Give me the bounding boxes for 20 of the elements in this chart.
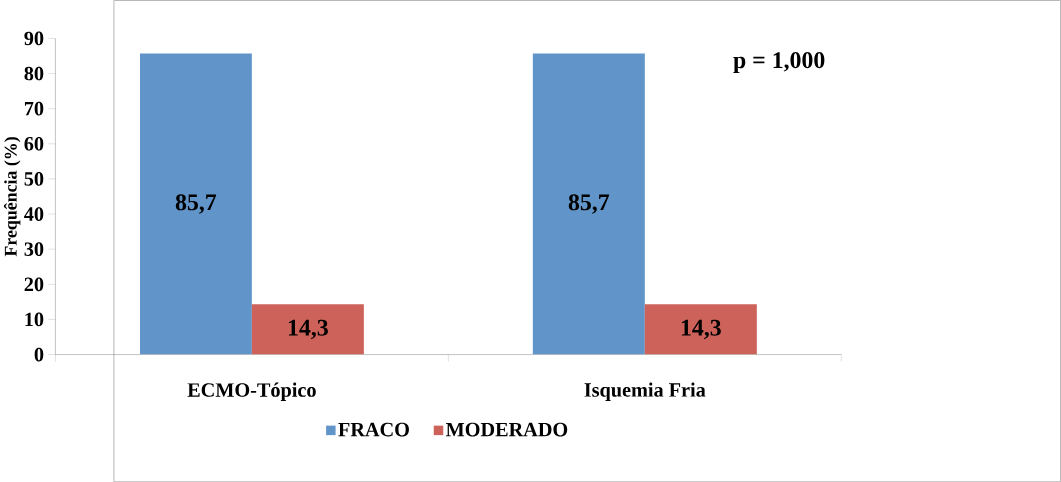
y-tick-label: 0 xyxy=(34,347,44,362)
y-tick-label: 80 xyxy=(24,66,44,81)
x-tick-label: Isquemia Fria xyxy=(584,382,706,401)
y-tick-label: 20 xyxy=(24,277,44,292)
data-label: 85,7 xyxy=(568,194,610,214)
y-tick-label: 70 xyxy=(24,101,44,116)
y-tick-label: 90 xyxy=(24,31,44,46)
y-tick-label: 30 xyxy=(24,242,44,256)
data-label: 14,3 xyxy=(288,319,328,340)
x-tick-label: ECMO-Tópico xyxy=(187,382,316,401)
data-label: 14,3 xyxy=(681,319,721,340)
legend-label: MODERADO xyxy=(445,422,568,437)
y-tick-label: 60 xyxy=(24,136,44,151)
y-axis-title: Frequência (%) xyxy=(3,137,21,257)
legend-label: FRACO xyxy=(338,422,409,437)
y-tick-label: 40 xyxy=(24,207,44,221)
y-tick-label: 10 xyxy=(25,312,44,327)
annotation: p = 1,000 xyxy=(733,51,825,73)
data-label: 85,7 xyxy=(175,194,217,214)
y-tick-label: 50 xyxy=(24,171,44,186)
